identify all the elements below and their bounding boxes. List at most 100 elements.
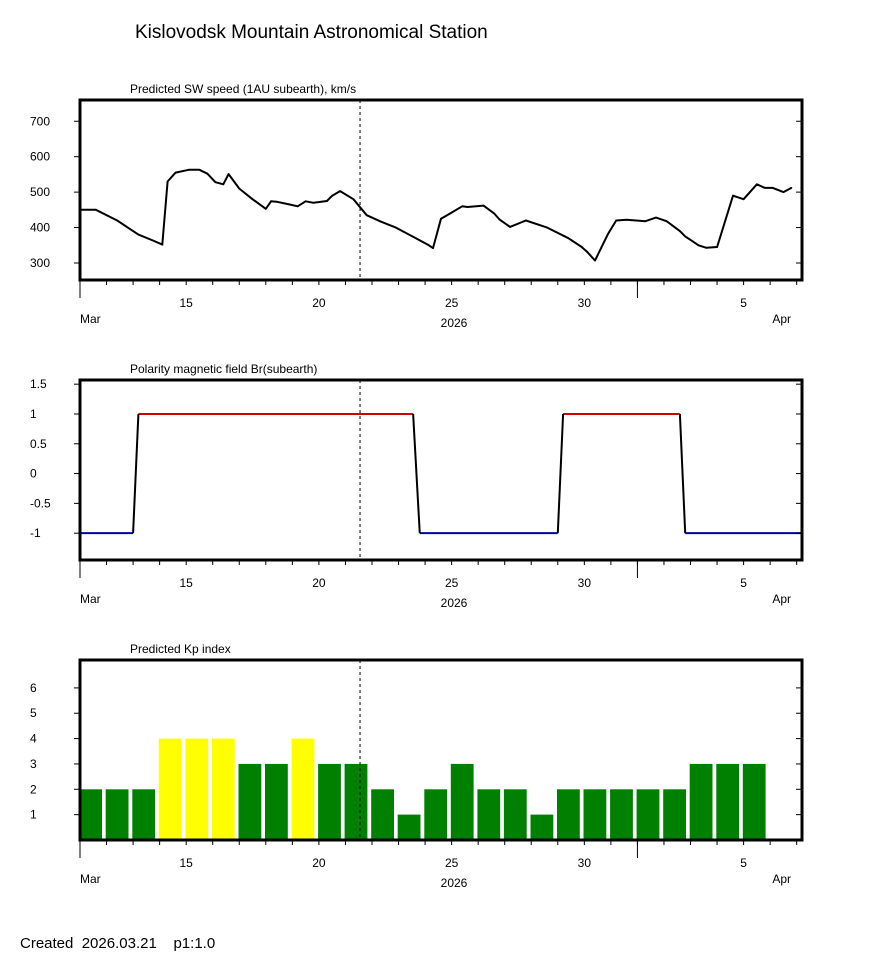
y-tick-label: -1	[30, 526, 41, 540]
polarity-transition	[412, 413, 421, 534]
y-tick-label: -0.5	[30, 496, 51, 510]
panel-title: Predicted Kp index	[130, 642, 231, 656]
sw-speed-point	[684, 235, 687, 238]
kp-bar	[291, 738, 315, 840]
sw-speed-point	[161, 243, 164, 246]
sw-speed-point	[466, 206, 469, 208]
sw-speed-point	[222, 183, 225, 186]
kp-bar	[636, 789, 660, 840]
panel-title: Predicted SW speed (1AU subearth), km/s	[130, 82, 356, 96]
sw-speed-point	[238, 187, 241, 190]
sw-speed-point	[288, 203, 291, 206]
sw-speed-point	[166, 180, 169, 183]
x-month-label: Mar	[80, 872, 101, 886]
sw-speed-point	[461, 205, 464, 208]
sw-speed-point	[732, 194, 734, 197]
sw-speed-point	[326, 200, 328, 202]
sw-speed-point	[187, 168, 190, 171]
sw-speed-point	[580, 246, 583, 248]
x-tick-label: 30	[578, 856, 592, 870]
x-tick-label: 20	[312, 856, 326, 870]
polarity-transition	[132, 413, 140, 534]
kp-bar	[132, 789, 156, 840]
polarity-transition	[678, 413, 687, 534]
sw-speed-point	[482, 204, 485, 207]
kp-bar	[238, 763, 262, 840]
kp-bar	[371, 789, 394, 840]
sw-speed-point	[586, 250, 588, 253]
x-month-label: Apr	[772, 312, 791, 326]
y-tick-label: 600	[30, 150, 50, 164]
sw-speed-point	[264, 207, 267, 210]
kp-bar	[211, 738, 235, 840]
y-tick-label: 0	[30, 467, 37, 481]
sw-speed-point	[206, 172, 209, 175]
sw-speed-point	[95, 208, 97, 211]
plot-frame	[78, 98, 804, 282]
sw-speed-point	[665, 220, 668, 223]
sw-speed-point	[644, 220, 647, 223]
sw-speed-point	[174, 171, 177, 174]
sw-speed-point	[339, 190, 341, 193]
kp-bar	[158, 738, 182, 840]
sw-speed-point	[413, 236, 416, 239]
sw-speed-point	[448, 213, 450, 216]
y-tick-label: 2	[30, 782, 37, 796]
kp-bar	[344, 763, 368, 840]
sw-speed-point	[214, 181, 217, 184]
y-tick-label: 6	[30, 681, 37, 695]
sw-speed-point	[426, 243, 429, 246]
kp-bar	[450, 763, 474, 840]
sw-speed-point	[615, 219, 618, 222]
x-month-label: Mar	[80, 592, 101, 606]
sw-speed-point	[275, 200, 278, 203]
scale-label: p1:1.0	[173, 935, 216, 952]
sw-speed-point	[227, 173, 230, 176]
sw-speed-point	[567, 237, 570, 240]
x-tick-label: 25	[445, 296, 459, 310]
y-tick-label: 0.5	[30, 437, 47, 451]
sw-speed-point	[296, 205, 299, 208]
station-title: Kislovodsk Mountain Astronomical Station	[135, 22, 488, 43]
sw-speed-point	[756, 183, 758, 186]
kp-bar	[318, 763, 341, 840]
y-tick-label: 3	[30, 757, 37, 771]
y-tick-label: 300	[30, 256, 50, 270]
y-tick-label: 1	[30, 808, 37, 822]
kp-bar	[583, 789, 607, 840]
sw-speed-point	[116, 219, 119, 222]
sw-speed-point	[498, 218, 501, 221]
kp-bar	[742, 763, 766, 840]
x-month-label: Apr	[772, 872, 791, 886]
x-tick-label: 30	[578, 296, 592, 310]
sw-speed-point	[304, 200, 307, 203]
sw-speed-point	[679, 230, 681, 233]
x-tick-label: 30	[578, 576, 592, 590]
kp-index-panel: Predicted Kp index 1 2 3 4 5 6 15 20 25 30 5 Mar Apr 2…	[30, 642, 804, 890]
sw-speed-point	[251, 198, 254, 201]
sw-speed-panel: Predicted SW speed (1AU subearth), km/s 3…	[30, 82, 804, 330]
sw-speed-point	[137, 233, 140, 236]
x-tick-label: 5	[740, 856, 747, 870]
sw-speed-point	[198, 168, 201, 171]
x-tick-label: 20	[312, 296, 326, 310]
created-date: 2026.03.21	[81, 935, 157, 952]
sw-speed-point	[365, 214, 368, 217]
kp-bar	[503, 789, 527, 840]
kp-bar	[105, 789, 129, 840]
x-month-label: Mar	[80, 312, 101, 326]
y-tick-label: 500	[30, 185, 50, 199]
panel-title: Polarity magnetic field Br(subearth)	[130, 362, 317, 376]
x-tick-label: 15	[179, 856, 193, 870]
sw-speed-point	[771, 187, 774, 189]
y-tick-label: 4	[30, 732, 37, 746]
sw-speed-point	[395, 226, 397, 229]
sw-speed-point	[697, 244, 700, 247]
y-tick-label: 5	[30, 706, 37, 720]
sw-speed-point	[525, 219, 527, 222]
sw-speed-point	[692, 240, 695, 243]
plot-frame	[78, 658, 804, 842]
sw-speed-point	[763, 187, 766, 189]
sw-speed-point	[716, 246, 718, 248]
